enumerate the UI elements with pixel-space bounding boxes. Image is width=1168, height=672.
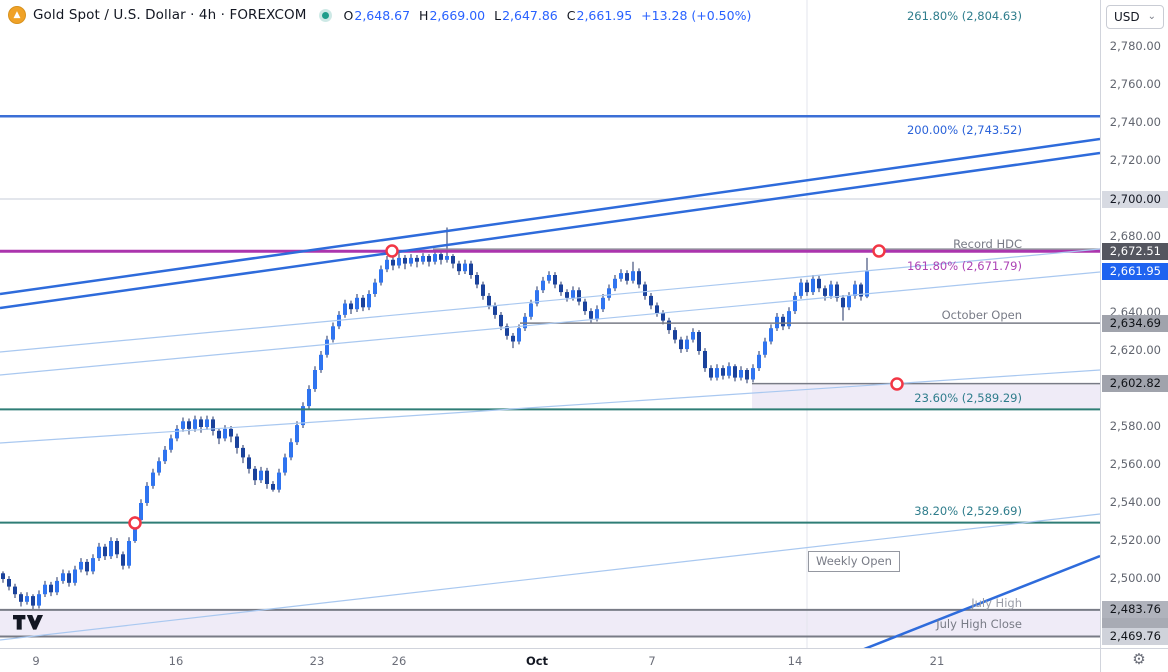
price-tick: 2,500.00	[1109, 571, 1161, 585]
minor-trend-4	[0, 513, 1100, 641]
minor-trend-2	[0, 248, 1100, 353]
fib-38-label: 38.20% (2,529.69)	[914, 504, 1022, 518]
change-value: +13.28 (+0.50%)	[641, 7, 752, 23]
price-tick: 2,580.00	[1109, 419, 1161, 433]
july-high-close-label: July High Close	[936, 617, 1022, 631]
price-label-2700: 2,700.00	[1102, 190, 1168, 208]
fib-161-label: 161.80% (2,671.79)	[906, 259, 1022, 273]
price-label-2469: 2,469.76	[1102, 627, 1168, 645]
july-high-label: July High	[971, 596, 1022, 610]
price-tick: 2,520.00	[1109, 533, 1161, 547]
candlestick-chart	[0, 0, 1100, 648]
symbol-header: ▲ Gold Spot / U.S. Dollar · 4h · FOREXCO…	[8, 6, 751, 24]
symbol-title[interactable]: Gold Spot / U.S. Dollar · 4h · FOREXCOM	[33, 7, 307, 23]
touch-marker-2	[385, 244, 399, 258]
time-tick-7: 7	[648, 654, 656, 668]
minor-trend-1	[0, 369, 1100, 444]
touch-marker-1	[128, 516, 142, 530]
fib-23-label: 23.60% (2,589.29)	[914, 391, 1022, 405]
price-tick: 2,680.00	[1109, 229, 1161, 243]
price-tick: 2,620.00	[1109, 343, 1161, 357]
october-open-label: October Open	[941, 308, 1022, 322]
price-label-hidden	[1102, 614, 1168, 632]
minor-trend-3	[0, 271, 1100, 376]
chevron-down-icon: ⌄	[1147, 11, 1156, 22]
time-tick-23: 23	[309, 654, 325, 668]
ohlc-values: O2,648.67 H2,669.00 L2,647.86 C2,661.95 …	[344, 8, 752, 23]
gold-symbol-icon: ▲	[8, 6, 26, 24]
high-value: H2,669.00	[419, 7, 486, 23]
time-tick-21: 21	[929, 654, 945, 668]
lower-trend-line	[863, 554, 1100, 648]
price-label-october-open: 2,634.69	[1102, 314, 1168, 332]
weekly-open-label[interactable]: Weekly Open	[808, 551, 900, 572]
time-axis[interactable]: 9 16 23 26 Oct 7 14 21	[0, 648, 1168, 672]
low-value: L2,647.86	[494, 7, 558, 23]
close-value: C2,661.95	[566, 7, 633, 23]
open-value: O2,648.67	[343, 7, 411, 23]
zone-july	[0, 610, 1100, 636]
price-tick: 2,720.00	[1109, 153, 1161, 167]
touch-marker-3	[872, 244, 886, 258]
time-tick-oct: Oct	[525, 654, 549, 668]
upper-channel-line	[0, 137, 1100, 296]
price-tick: 2,540.00	[1109, 495, 1161, 509]
zone-2589-2602	[752, 384, 1100, 409]
price-label-july-high: 2,483.76	[1102, 601, 1168, 619]
price-tick: 2,740.00	[1109, 115, 1161, 129]
time-tick-16: 16	[168, 654, 184, 668]
price-tick: 2,560.00	[1109, 457, 1161, 471]
record-hdc-label: Record HDC	[953, 237, 1022, 251]
price-tick: 2,780.00	[1109, 39, 1161, 53]
candles-series	[1, 227, 869, 610]
chart-plot-area[interactable]: ▲ Gold Spot / U.S. Dollar · 4h · FOREXCO…	[0, 0, 1100, 648]
fib-200-label: 200.00% (2,743.52)	[906, 123, 1022, 137]
time-tick-9: 9	[32, 654, 40, 668]
market-status-icon	[321, 11, 329, 19]
upper-channel-line-2	[0, 151, 1100, 310]
currency-selector[interactable]: USD ⌄	[1106, 5, 1164, 29]
price-label-record-hdc: 2,672.51	[1102, 242, 1168, 260]
touch-marker-4	[890, 377, 904, 391]
time-tick-14: 14	[787, 654, 803, 668]
settings-gear-icon[interactable]: ⚙	[1132, 650, 1146, 668]
tradingview-logo[interactable]	[13, 614, 43, 635]
price-label-2602: 2,602.82	[1102, 375, 1168, 393]
time-tick-26: 26	[391, 654, 407, 668]
price-label-current: 2,661.95	[1102, 262, 1168, 280]
axis-corner-divider	[1100, 649, 1101, 672]
fib-261-label: 261.80% (2,804.63)	[906, 9, 1022, 23]
price-tick: 2,760.00	[1109, 77, 1161, 91]
price-axis[interactable]: USD ⌄ 2,780.00 2,760.00 2,740.00 2,720.00 2,…	[1100, 0, 1168, 648]
currency-label: USD	[1114, 10, 1140, 24]
